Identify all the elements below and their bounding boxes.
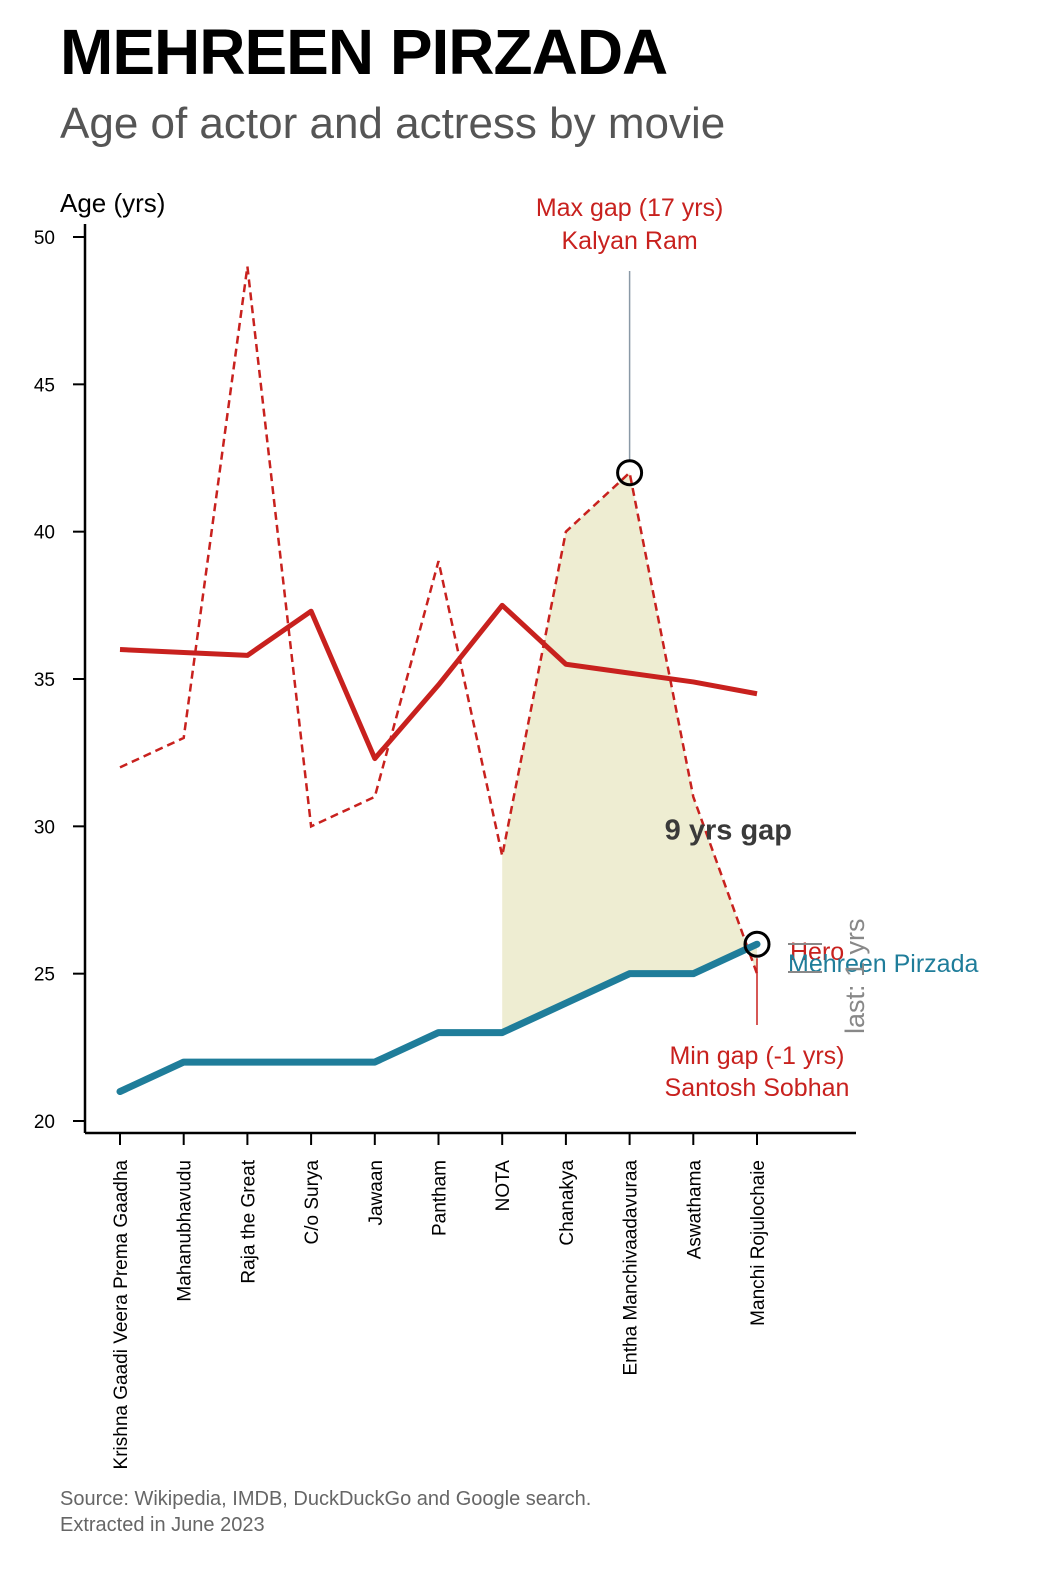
x-tick-label: Mahanubhavudu [175,1160,196,1302]
x-tick-label: Chanakya [557,1160,578,1246]
extraction-date: Extracted in June 2023 [60,1514,265,1536]
page-title: MEHREEN PIRZADA [60,16,668,88]
source-note: Source: Wikipedia, IMDB, DuckDuckGo and … [60,1486,591,1538]
max-gap-actor-name: Kalyan Ram [562,227,698,255]
source-line: Source: Wikipedia, IMDB, DuckDuckGo and … [60,1488,592,1510]
hero-trend-line [119,602,758,762]
x-tick-label: Krishna Gaadi Veera Prema Gaadha [111,1160,132,1470]
x-tick-label: Jawaan [366,1160,387,1226]
min-gap-actor-name: Santosh Sobhan [665,1074,850,1102]
gap-shaded-area [502,472,757,1033]
x-tick-label: Aswathama [684,1160,705,1260]
x-tick-label: Manchi Rojulochaie [748,1160,769,1326]
max-gap-label: Max gap (17 yrs) [536,194,724,222]
gap-label: 9 yrs gap [665,814,792,846]
y-tick-label: 40 [34,523,55,544]
x-tick-label: C/o Surya [302,1160,323,1245]
x-tick-label: Raja the Great [238,1159,259,1283]
page-subtitle: Age of actor and actress by movie [60,99,726,148]
y-tick-label: 45 [34,375,55,396]
y-tick-label: 30 [34,817,55,838]
y-tick-label: 25 [34,965,55,986]
vertical-gap-label: last: 1 yrs [840,918,870,1034]
y-axis-label: Age (yrs) [60,188,165,218]
y-tick-label: 20 [34,1112,55,1133]
gap-area-layer [502,472,757,1033]
max-gap-marker [616,459,644,487]
y-tick-label: 35 [34,670,55,691]
axes: Age (yrs) 20 25 30 35 40 45 50 Krishna Gaadi Vee… [34,188,856,1469]
actress-series-label: Mehreen Pirzada [788,950,978,978]
hero-series-label: Hero [790,938,844,966]
x-tick-label: Entha Manchivaadavuraa [621,1160,642,1376]
series-layer [116,266,761,1096]
annotations: Max gap (17 yrs) Kalyan Ram Min gap (-1 yr… [536,194,979,1102]
y-tick-label: 50 [34,228,55,249]
min-gap-marker [743,930,771,958]
actress-age-line [116,940,761,1096]
hero-age-line [119,266,759,975]
min-gap-label: Min gap (-1 yrs) [669,1042,844,1070]
x-tick-label: Pantham [430,1160,451,1236]
x-tick-label: NOTA [493,1160,514,1212]
